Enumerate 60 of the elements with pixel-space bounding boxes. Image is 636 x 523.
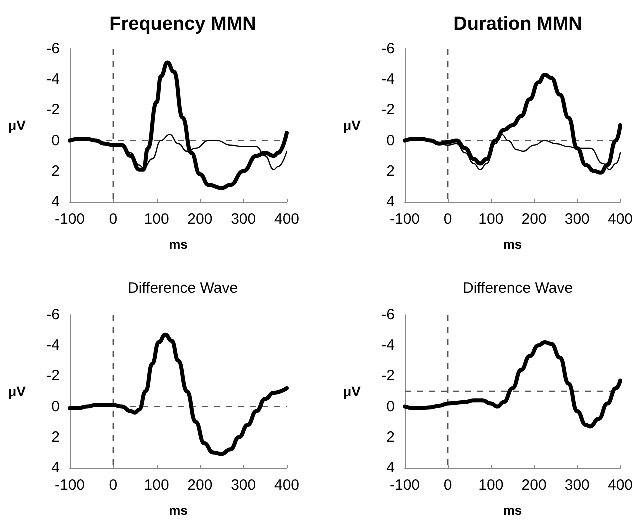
x-tick-label: 400 xyxy=(608,477,633,494)
x-tick-label: 100 xyxy=(478,211,504,228)
y-tick-label: 4 xyxy=(386,194,395,210)
y-tick-label: -2 xyxy=(382,102,395,119)
y-tick-label: -2 xyxy=(46,368,60,385)
y-tick-label: -6 xyxy=(46,306,60,324)
x-axis-title: ms xyxy=(169,237,188,252)
y-tick-label: -6 xyxy=(382,306,395,324)
y-tick-label: -6 xyxy=(46,40,60,58)
x-tick-label: 100 xyxy=(478,477,504,494)
y-tick-label: 0 xyxy=(386,398,395,416)
y-tick-label: -2 xyxy=(382,368,395,385)
x-tick-label: 400 xyxy=(274,211,300,228)
x-tick-label: 100 xyxy=(144,211,170,228)
y-axis-title: μV xyxy=(8,118,27,134)
y-tick-label: -4 xyxy=(382,337,395,354)
y-tick-label: 0 xyxy=(52,398,60,416)
y-tick-label: 4 xyxy=(52,194,60,210)
x-axis-title: ms xyxy=(503,503,522,518)
y-tick-label: 4 xyxy=(386,460,395,476)
y-axis-title: μV xyxy=(343,118,362,134)
y-tick-label: 4 xyxy=(52,460,60,476)
x-tick-label: -100 xyxy=(54,211,86,228)
x-tick-label: 200 xyxy=(522,211,547,228)
x-tick-label: -100 xyxy=(390,211,420,228)
y-tick-label: 2 xyxy=(52,162,60,180)
x-tick-label: 300 xyxy=(564,211,590,228)
chart-title: Duration MMN xyxy=(454,14,582,35)
y-tick-label: 2 xyxy=(386,428,395,446)
y-axis-title: μV xyxy=(8,384,27,400)
x-axis-title: ms xyxy=(503,237,522,252)
chart-title: Difference Wave xyxy=(462,280,574,297)
x-tick-label: 400 xyxy=(608,211,633,228)
y-tick-label: -4 xyxy=(382,71,395,88)
y-tick-label: 0 xyxy=(52,132,60,150)
x-tick-label: 0 xyxy=(109,211,118,228)
x-tick-label: 200 xyxy=(188,211,213,228)
x-tick-label: 0 xyxy=(444,477,452,494)
y-tick-label: -6 xyxy=(382,40,395,58)
y-tick-label: 2 xyxy=(386,162,395,180)
x-tick-label: 300 xyxy=(564,477,590,494)
chart-title: Frequency MMN xyxy=(110,14,256,35)
x-tick-label: 0 xyxy=(109,477,118,494)
y-tick-label: 0 xyxy=(386,132,395,150)
x-tick-label: 300 xyxy=(231,477,256,494)
x-tick-label: 100 xyxy=(144,477,170,494)
x-tick-label: -100 xyxy=(54,477,86,494)
x-tick-label: 200 xyxy=(188,477,213,494)
x-tick-label: 400 xyxy=(274,477,300,494)
x-axis-title: ms xyxy=(169,503,188,518)
x-tick-label: 300 xyxy=(231,211,256,228)
y-tick-label: -4 xyxy=(46,337,60,354)
x-tick-label: -100 xyxy=(390,477,420,494)
y-tick-label: -2 xyxy=(46,102,60,119)
x-tick-label: 0 xyxy=(444,211,452,228)
y-axis-title: μV xyxy=(343,384,362,400)
y-tick-label: -4 xyxy=(46,71,60,88)
chart-title: Difference Wave xyxy=(128,280,238,297)
y-tick-label: 2 xyxy=(52,428,60,446)
x-tick-label: 200 xyxy=(522,477,547,494)
